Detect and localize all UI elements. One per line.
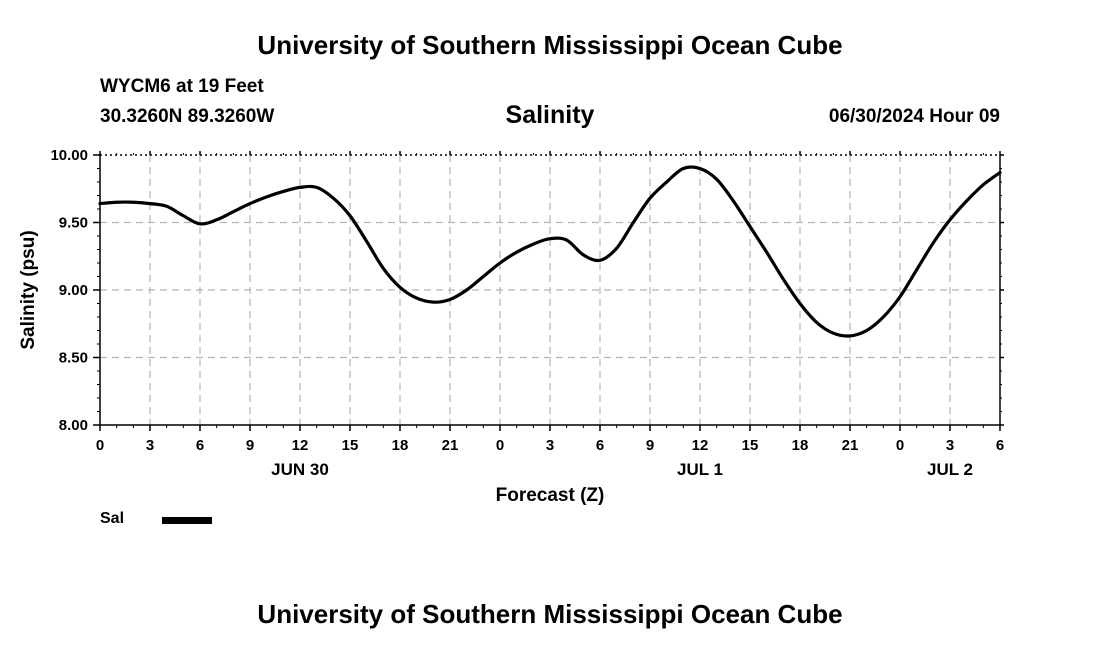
salinity-line [98,165,1002,338]
x-axis-label: Forecast (Z) [496,485,605,506]
axes: 0 3 6 9 12 15 18 21 0 3 6 9 12 15 18 21 0 3 6 JUN 30 JUL 1 JU… [50,147,1004,479]
x-tick-label: 18 [792,437,809,454]
legend-series-label: Sal [100,510,125,527]
forecast-datetime: 06/30/2024 Hour 09 [828,106,1000,127]
grid-lines [100,155,1000,425]
main-title: University of Southern Mississippi Ocean… [257,30,843,60]
x-tick-label: 18 [392,437,409,454]
date-label: JUL 2 [927,460,973,479]
x-tick-label: 3 [146,437,154,454]
x-tick-label: 21 [842,437,859,454]
series-layer [98,165,1002,338]
x-tick-label: 12 [292,437,309,454]
date-label: JUL 1 [677,460,723,479]
x-tick-label: 0 [496,437,504,454]
x-tick-label: 6 [996,437,1004,454]
x-tick-label: 12 [692,437,709,454]
y-axis-label: Salinity (psu) [18,230,39,349]
legend-series-swatch [162,517,212,524]
footer-title: University of Southern Mississippi Ocean… [257,599,843,629]
x-tick-label: 15 [342,437,359,454]
y-tick-label: 8.50 [59,350,88,367]
station-label: WYCM6 at 19 Feet [100,76,264,97]
y-tick-label: 8.00 [59,417,88,434]
x-tick-label: 0 [96,437,104,454]
x-tick-label: 3 [546,437,554,454]
x-tick-label: 21 [442,437,459,454]
x-tick-label: 6 [196,437,204,454]
y-tick-label: 9.00 [59,282,88,299]
chart-title: Salinity [505,101,595,129]
x-tick-label: 6 [596,437,604,454]
coordinates-label: 30.3260N 89.3260W [100,106,275,127]
date-label: JUN 30 [271,460,329,479]
x-tick-label: 3 [946,437,954,454]
x-tick-label: 15 [742,437,759,454]
x-tick-label: 9 [246,437,254,454]
y-tick-label: 10.00 [50,147,88,164]
y-tick-label: 9.50 [59,215,88,232]
x-tick-label: 9 [646,437,654,454]
x-tick-label: 0 [896,437,904,454]
